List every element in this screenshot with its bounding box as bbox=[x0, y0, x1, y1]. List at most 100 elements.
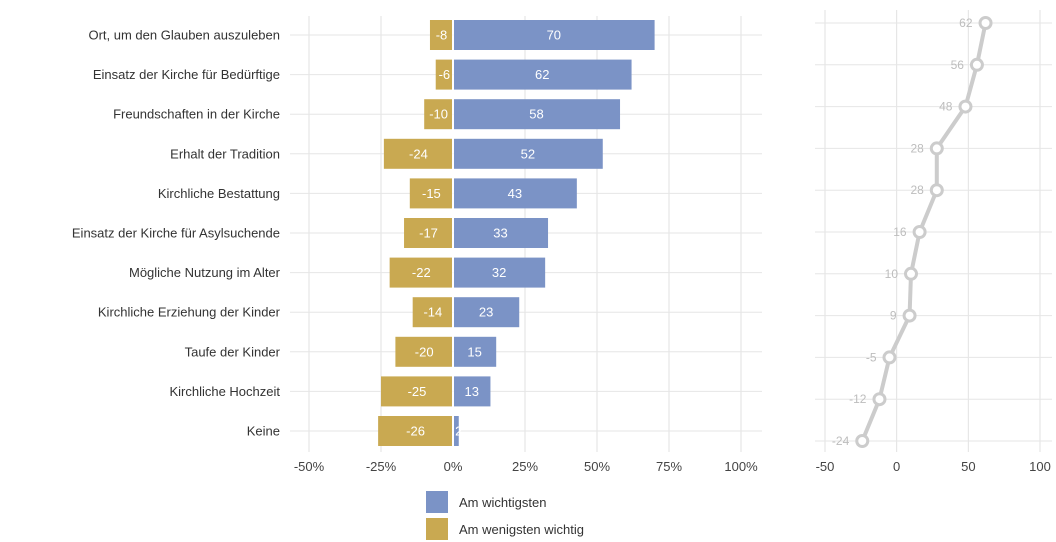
point-label: 28 bbox=[910, 141, 924, 155]
x-tick-label: 50 bbox=[961, 459, 975, 474]
point-label: 9 bbox=[890, 309, 897, 323]
bar-least-important bbox=[404, 218, 452, 248]
bar-most-important bbox=[454, 297, 520, 328]
bar-least-important-label: -22 bbox=[412, 265, 431, 280]
bar-most-important bbox=[454, 178, 577, 209]
bar-least-important bbox=[424, 99, 452, 130]
bar-most-important-label: 58 bbox=[529, 107, 543, 122]
bar-chart-bars: -8 70 -6 62 -10 58 -24 52 -15 43 -17 33 -22 32 -14 23 -2… bbox=[378, 16, 655, 452]
x-tick-label: 50% bbox=[584, 459, 610, 474]
bar-least-important-label: -24 bbox=[409, 146, 428, 161]
category-label: Kirchliche Erziehung der Kinder bbox=[98, 305, 281, 320]
data-point bbox=[978, 16, 993, 30]
data-point bbox=[902, 308, 917, 323]
data-point bbox=[904, 266, 918, 281]
bar-least-important bbox=[389, 257, 452, 288]
point-label: 10 bbox=[885, 267, 899, 281]
bar-least-important-label: -6 bbox=[439, 67, 451, 82]
category-label: Kirchliche Bestattung bbox=[158, 186, 280, 201]
legend: Am wichtigsten Am wenigsten wichtig bbox=[426, 491, 584, 540]
bar-least-important-label: -17 bbox=[419, 226, 438, 241]
bar-most-important bbox=[454, 218, 549, 248]
bar-least-important-label: -25 bbox=[408, 384, 427, 399]
bar-most-important-label: 33 bbox=[493, 226, 507, 241]
bar-least-important bbox=[412, 297, 452, 328]
x-tick-label: -50% bbox=[294, 459, 325, 474]
point-label: 16 bbox=[893, 225, 907, 239]
x-tick-label: -25% bbox=[366, 459, 397, 474]
bar-least-important bbox=[378, 416, 452, 446]
point-label: 56 bbox=[951, 58, 965, 72]
x-tick-label: 75% bbox=[656, 459, 682, 474]
legend-swatch bbox=[426, 491, 448, 513]
category-label: Kirchliche Hochzeit bbox=[169, 384, 280, 399]
bar-least-important bbox=[409, 178, 452, 209]
bar-chart-x-axis: -50% -25% 0% 25% 50% 75% 100% bbox=[294, 459, 758, 474]
data-point bbox=[855, 434, 870, 448]
bar-least-important-label: -15 bbox=[422, 186, 441, 201]
legend-swatch bbox=[426, 518, 448, 540]
point-label: -12 bbox=[849, 392, 867, 406]
bar-least-important bbox=[381, 376, 452, 407]
x-tick-label: -50 bbox=[816, 459, 835, 474]
point-label: -5 bbox=[866, 350, 877, 364]
category-label: Mögliche Nutzung im Alter bbox=[129, 265, 281, 280]
data-point bbox=[958, 99, 973, 114]
bar-most-important-label: 2 bbox=[455, 424, 462, 439]
category-label: Erhalt der Tradition bbox=[170, 146, 280, 161]
bar-least-important bbox=[395, 336, 452, 367]
x-tick-label: 100 bbox=[1029, 459, 1051, 474]
category-label: Keine bbox=[247, 424, 280, 439]
bar-chart-category-labels: Ort, um den Glauben auszuleben Einsatz de… bbox=[72, 28, 281, 439]
bar-most-important bbox=[454, 99, 621, 130]
data-point bbox=[872, 392, 887, 407]
bar-most-important bbox=[454, 257, 546, 288]
bar-least-important-label: -10 bbox=[429, 107, 448, 122]
bar-most-important-label: 15 bbox=[467, 344, 481, 359]
x-tick-label: 0 bbox=[893, 459, 900, 474]
category-label: Einsatz der Kirche für Bedürftige bbox=[93, 67, 280, 82]
data-point bbox=[929, 183, 944, 198]
legend-label: Am wenigsten wichtig bbox=[459, 522, 584, 537]
bar-most-important-label: 13 bbox=[464, 384, 478, 399]
bar-most-important-label: 23 bbox=[479, 305, 493, 320]
x-tick-label: 25% bbox=[512, 459, 538, 474]
bar-most-important bbox=[454, 416, 459, 446]
point-label: 48 bbox=[939, 100, 953, 114]
data-point bbox=[882, 350, 897, 365]
bar-least-important-label: -26 bbox=[406, 424, 425, 439]
bar-most-important bbox=[454, 59, 632, 90]
bar-most-important-label: 70 bbox=[547, 28, 561, 43]
line-chart-series: 62 56 48 28 28 16 10 9 -5 -12 -24 bbox=[832, 16, 993, 448]
bar-least-important bbox=[383, 138, 452, 169]
data-point bbox=[969, 57, 984, 72]
bar-least-important bbox=[435, 59, 452, 90]
bar-least-important bbox=[429, 20, 452, 50]
point-label: 62 bbox=[959, 16, 973, 30]
bar-most-important-label: 62 bbox=[535, 67, 549, 82]
category-label: Einsatz der Kirche für Asylsuchende bbox=[72, 226, 280, 241]
category-label: Ort, um den Glauben auszuleben bbox=[88, 28, 280, 43]
data-point bbox=[912, 225, 927, 239]
line-chart-x-axis: -50 0 50 100 bbox=[816, 459, 1051, 474]
legend-label: Am wichtigsten bbox=[459, 495, 546, 510]
line-chart-grid bbox=[815, 10, 1052, 452]
bar-most-important bbox=[454, 20, 655, 50]
bar-most-important-label: 52 bbox=[521, 146, 535, 161]
x-tick-label: 0% bbox=[444, 459, 463, 474]
category-label: Freundschaften in der Kirche bbox=[113, 107, 280, 122]
bar-most-important bbox=[454, 336, 497, 367]
bar-least-important-label: -20 bbox=[415, 344, 434, 359]
bar-most-important-label: 43 bbox=[508, 186, 522, 201]
bar-least-important-label: -14 bbox=[423, 305, 442, 320]
point-label: 28 bbox=[910, 183, 924, 197]
data-point bbox=[929, 141, 944, 156]
point-label: -24 bbox=[832, 434, 850, 448]
category-label: Taufe der Kinder bbox=[185, 344, 281, 359]
bar-most-important bbox=[454, 138, 603, 169]
bar-most-important bbox=[454, 376, 491, 407]
bar-most-important-label: 32 bbox=[492, 265, 506, 280]
x-tick-label: 100% bbox=[724, 459, 758, 474]
bar-least-important-label: -8 bbox=[436, 28, 448, 43]
